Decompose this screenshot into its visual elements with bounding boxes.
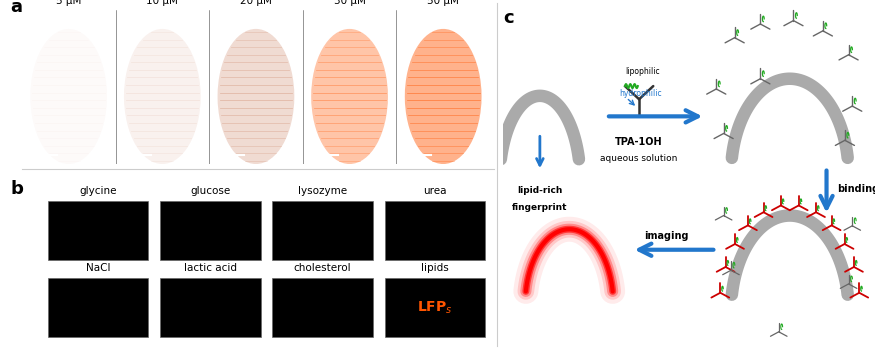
Bar — [385, 278, 486, 337]
Text: a: a — [10, 0, 22, 16]
Text: lipid-rich: lipid-rich — [517, 186, 563, 195]
Ellipse shape — [405, 29, 481, 164]
Text: NaCl: NaCl — [86, 263, 110, 273]
Text: c: c — [503, 9, 514, 27]
Text: 30 μM: 30 μM — [333, 0, 366, 6]
Text: TPA-1OH: TPA-1OH — [615, 138, 663, 147]
Bar — [272, 201, 373, 260]
Text: urea: urea — [424, 186, 447, 196]
Ellipse shape — [312, 29, 388, 164]
Ellipse shape — [124, 29, 200, 164]
Bar — [272, 278, 373, 337]
Text: lactic acid: lactic acid — [184, 263, 237, 273]
Text: hydrophilic: hydrophilic — [619, 89, 662, 98]
Text: glycine: glycine — [80, 186, 116, 196]
Text: binding: binding — [837, 184, 875, 194]
Bar — [160, 201, 261, 260]
Text: lysozyme: lysozyme — [298, 186, 347, 196]
Text: 10 μM: 10 μM — [146, 0, 178, 6]
Ellipse shape — [218, 29, 294, 164]
Bar — [47, 201, 148, 260]
Text: 5 μM: 5 μM — [56, 0, 81, 6]
Bar — [385, 201, 486, 260]
Text: cholesterol: cholesterol — [294, 263, 352, 273]
Bar — [160, 278, 261, 337]
Text: lipids: lipids — [421, 263, 449, 273]
Text: b: b — [10, 180, 23, 198]
Text: lipophilic: lipophilic — [626, 67, 660, 76]
Text: LFP$_s$: LFP$_s$ — [417, 299, 452, 316]
Text: fingerprint: fingerprint — [512, 203, 568, 213]
Text: 20 μM: 20 μM — [240, 0, 272, 6]
Bar — [47, 278, 148, 337]
Text: glucose: glucose — [190, 186, 230, 196]
Text: imaging: imaging — [644, 231, 689, 242]
Text: aqueous solution: aqueous solution — [600, 154, 678, 163]
Text: 50 μM: 50 μM — [427, 0, 459, 6]
